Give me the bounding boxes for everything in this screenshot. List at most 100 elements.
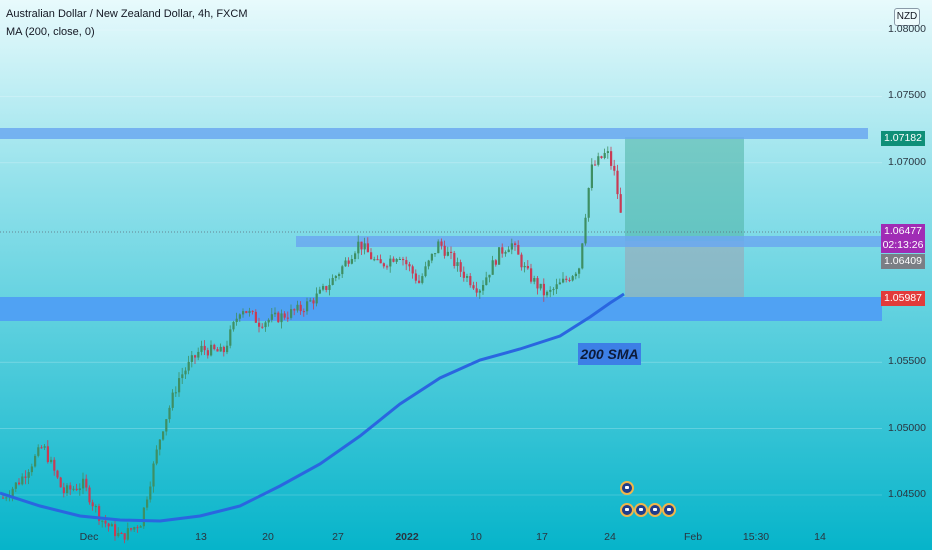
candle-body xyxy=(552,289,555,291)
sma-annotation[interactable]: 200 SMA xyxy=(578,343,641,365)
candle-body xyxy=(264,322,267,328)
candle-body xyxy=(210,344,213,356)
candle-body xyxy=(158,439,161,450)
candle-body xyxy=(181,374,184,379)
candle-body xyxy=(405,260,408,265)
price-tick-label: 1.05000 xyxy=(888,421,926,434)
candle-body xyxy=(539,283,542,289)
candle-body xyxy=(40,447,43,449)
candle-body xyxy=(206,350,209,356)
candle-body xyxy=(194,355,197,358)
candle-body xyxy=(85,478,88,488)
time-tick-label: Feb xyxy=(683,531,703,543)
time-tick-label: 15:30 xyxy=(742,531,770,543)
candle-body xyxy=(542,283,545,296)
australia-flag-icon[interactable] xyxy=(662,503,676,517)
candle-body xyxy=(53,459,56,471)
candle-body xyxy=(328,284,331,290)
price-tick-label: 1.07500 xyxy=(888,89,926,102)
candle-body xyxy=(475,288,478,293)
time-tick-label: 10 xyxy=(470,531,482,543)
candle-body xyxy=(50,459,53,463)
resistance-zone[interactable] xyxy=(0,128,868,139)
candle-body xyxy=(235,318,238,323)
candle-body xyxy=(126,528,129,540)
candle-body xyxy=(373,259,376,261)
candle-body xyxy=(110,524,113,527)
candle-body xyxy=(94,506,97,508)
candle-body xyxy=(389,258,392,267)
entry-price-tag: 1.06409 xyxy=(881,254,925,269)
candle-body xyxy=(334,276,337,278)
australia-flag-icon[interactable] xyxy=(634,503,648,517)
candle-body xyxy=(344,260,347,267)
time-tick-label: 14 xyxy=(814,531,826,543)
candle-body xyxy=(114,524,117,537)
candle-body xyxy=(184,370,187,375)
candle-body xyxy=(34,455,37,467)
candle-body xyxy=(226,345,229,353)
candle-body xyxy=(27,472,30,478)
candle-body xyxy=(581,243,584,269)
candle-body xyxy=(536,278,539,289)
candle-body xyxy=(142,507,145,527)
candle-body xyxy=(216,349,219,352)
candle-body xyxy=(613,165,616,171)
indicator-label[interactable]: MA (200, close, 0) xyxy=(6,26,95,38)
candle-body xyxy=(606,151,609,153)
price-tick-label: 1.08000 xyxy=(888,23,926,35)
candle-body xyxy=(254,311,257,323)
candle-body xyxy=(309,300,312,302)
currency-badge[interactable]: NZD xyxy=(894,8,920,26)
mid-zone[interactable] xyxy=(296,236,882,247)
stop-loss-zone[interactable] xyxy=(625,241,744,298)
candle-body xyxy=(120,532,123,534)
candle-body xyxy=(555,284,558,290)
price-tick-label: 1.05500 xyxy=(888,355,926,368)
candle-body xyxy=(482,285,485,291)
candle-body xyxy=(322,286,325,290)
candle-body xyxy=(162,431,165,440)
candle-body xyxy=(286,317,289,319)
candle-body xyxy=(258,322,261,327)
candle-body xyxy=(315,293,318,304)
candle-body xyxy=(414,273,417,281)
candle-body xyxy=(104,520,107,524)
candle-body xyxy=(123,533,126,540)
candle-body xyxy=(59,477,62,488)
candle-body xyxy=(594,164,597,166)
candle-body xyxy=(395,259,398,262)
candle-body xyxy=(603,152,606,159)
candle-body xyxy=(174,392,177,394)
candle-body xyxy=(354,253,357,260)
candle-body xyxy=(75,488,78,491)
time-tick-label: 2022 xyxy=(395,531,419,543)
candle-body xyxy=(296,304,299,311)
take-profit-zone[interactable] xyxy=(625,137,744,241)
candle-body xyxy=(37,447,40,456)
support-zone[interactable] xyxy=(0,297,882,321)
current-price-tag: 1.06477 xyxy=(881,224,925,239)
australia-flag-icon[interactable] xyxy=(620,481,634,495)
candle-body xyxy=(107,523,110,527)
candle-body xyxy=(459,262,462,272)
candle-body xyxy=(501,247,504,254)
candle-body xyxy=(88,487,91,503)
candle-body xyxy=(357,241,360,254)
candle-body xyxy=(242,311,245,315)
candle-body xyxy=(72,488,75,490)
candle-body xyxy=(600,156,603,159)
candle-body xyxy=(200,345,203,352)
australia-flag-icon[interactable] xyxy=(648,503,662,517)
candle-body xyxy=(101,520,104,522)
australia-flag-icon[interactable] xyxy=(620,503,634,517)
candle-body xyxy=(197,351,200,358)
candle-body xyxy=(30,466,33,473)
candle-body xyxy=(578,268,581,274)
candle-body xyxy=(187,361,190,371)
candle-body xyxy=(11,488,14,497)
price-tick-label: 1.04500 xyxy=(888,488,926,500)
candle-body xyxy=(526,265,529,269)
candle-body xyxy=(338,274,341,277)
